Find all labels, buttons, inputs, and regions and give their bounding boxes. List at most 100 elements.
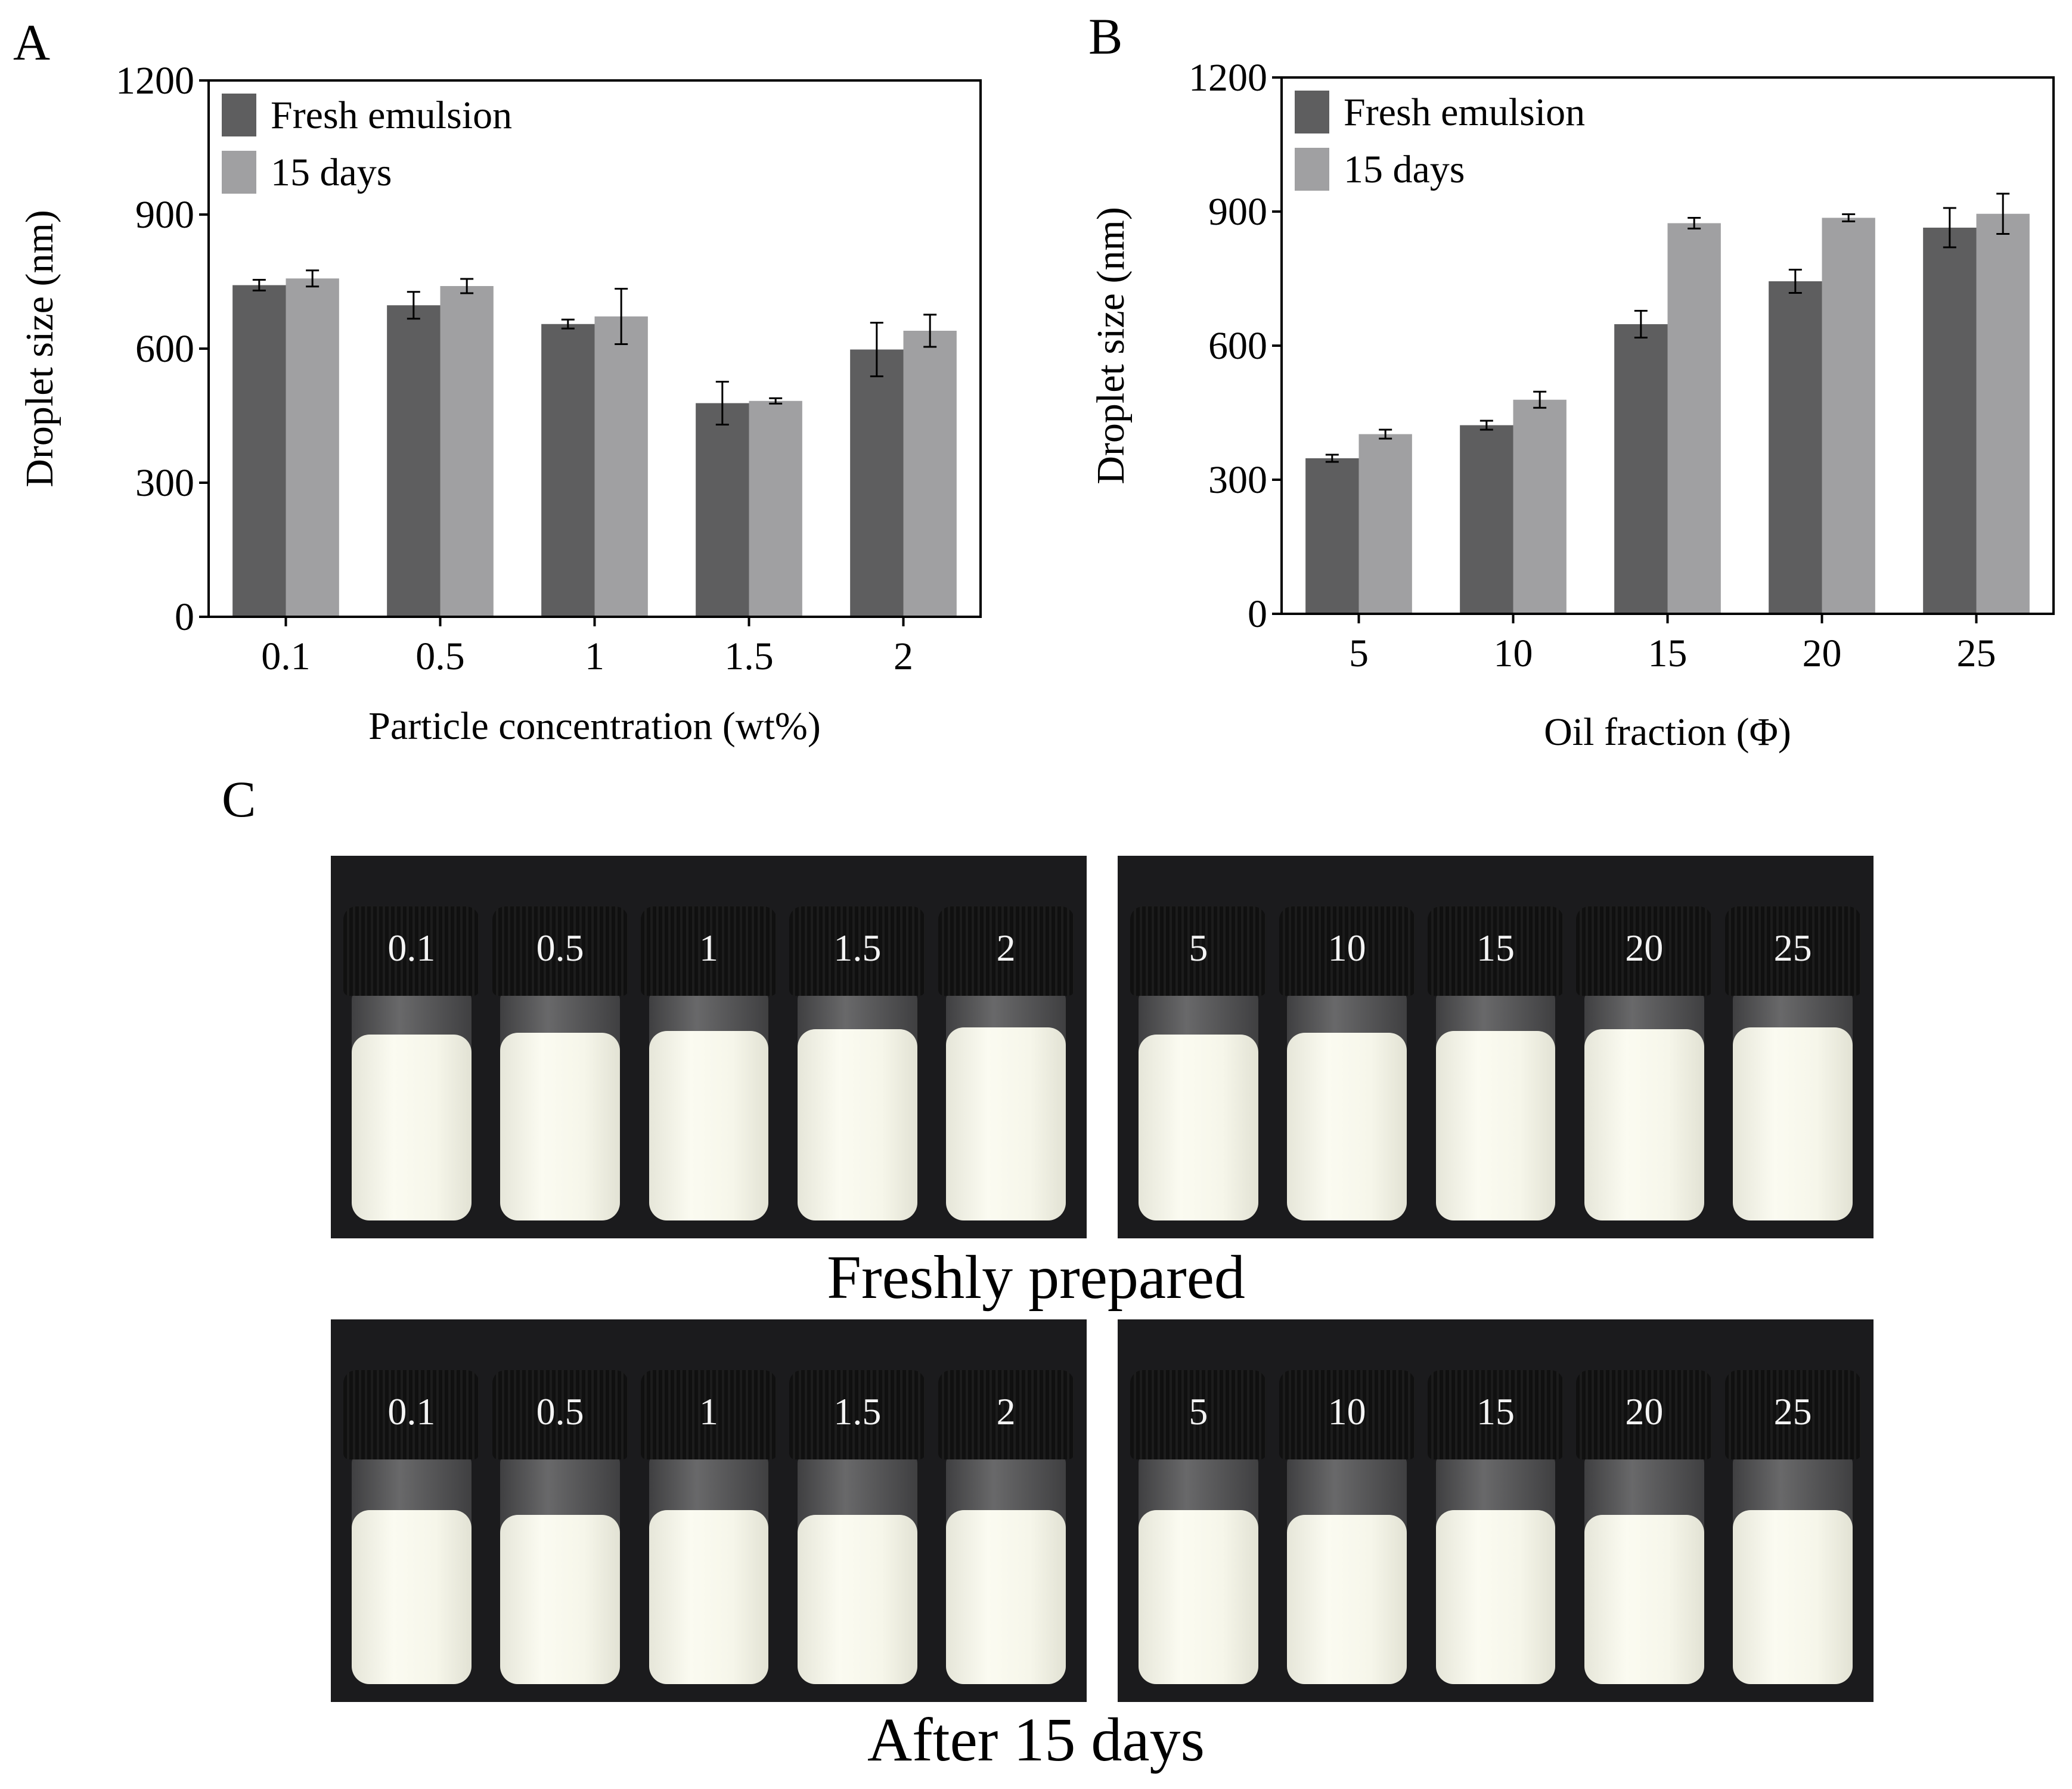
- vial-cap: [1576, 906, 1713, 996]
- vial-glass: [946, 990, 1066, 1220]
- vial: 15: [1428, 1319, 1564, 1702]
- vial-emulsion: [946, 1510, 1066, 1684]
- chart-b-errorbar-15days-2: [1688, 217, 1701, 229]
- photo-after-oil-fraction: 5 10 15 20 25: [1118, 1319, 1874, 1702]
- vial: 2: [938, 1319, 1074, 1702]
- vial-emulsion: [352, 1510, 472, 1684]
- vial-label: 20: [1625, 927, 1664, 969]
- vial: 10: [1279, 856, 1415, 1238]
- vial-emulsion: [352, 1035, 472, 1220]
- vial-label: 15: [1477, 1390, 1515, 1433]
- vial-label: 25: [1773, 927, 1812, 969]
- chart-b-legend-swatch-0: [1295, 91, 1329, 133]
- chart-a-legend-swatch-1: [222, 151, 256, 194]
- caption-after-15-days: After 15 days: [867, 1706, 1205, 1774]
- panel-label-a: A: [13, 14, 51, 71]
- vial-glass: [352, 990, 472, 1220]
- vial-label: 2: [996, 1390, 1016, 1433]
- vial-emulsion: [1584, 1029, 1704, 1220]
- vial-glass: [1139, 1453, 1258, 1684]
- chart-b-ytick-label-0: 0: [1248, 592, 1267, 636]
- photo-fresh-oil-fraction: 5 10 15 20 25: [1118, 856, 1874, 1238]
- chart-a-bar-15days-4: [903, 331, 957, 617]
- chart-a-xtick-label-2: 1: [585, 635, 604, 678]
- chart-b-bar-15days-1: [1513, 399, 1567, 614]
- vial-glass: [649, 990, 769, 1220]
- chart-b-errorbar-15days-0: [1379, 428, 1392, 440]
- vial-emulsion: [1287, 1033, 1407, 1220]
- vial: 25: [1724, 1319, 1861, 1702]
- vial: 2: [938, 856, 1074, 1238]
- chart-b-xtick-label-1: 10: [1494, 632, 1533, 675]
- vial-cap: [789, 906, 926, 996]
- vial-label: 10: [1327, 927, 1366, 969]
- chart-b-bar-15days-0: [1358, 434, 1412, 614]
- vial: 15: [1428, 856, 1564, 1238]
- vial-emulsion: [1435, 1031, 1556, 1220]
- vial-label: 0.1: [387, 927, 436, 969]
- chart-b-bar-15days-4: [1976, 213, 2030, 614]
- vial-emulsion: [500, 1033, 620, 1220]
- vial-label: 1.5: [833, 1390, 882, 1433]
- chart-a-ytick-label-2: 600: [135, 327, 194, 371]
- vial: 0.1: [343, 1319, 480, 1702]
- vial: 20: [1576, 1319, 1713, 1702]
- chart-b-legend-label-0: Fresh emulsion: [1344, 91, 1585, 134]
- chart-a-legend-swatch-0: [222, 94, 256, 136]
- chart-b-errorbar-fresh-4: [1943, 207, 1956, 249]
- vial-emulsion: [649, 1031, 769, 1220]
- chart-a-bar-15days-3: [749, 400, 802, 617]
- vial-emulsion: [649, 1510, 769, 1684]
- chart-b-errorbar-15days-4: [1996, 192, 2010, 235]
- chart-b-bar-15days-2: [1667, 223, 1721, 614]
- vial-glass: [352, 1453, 472, 1684]
- vial: 1: [641, 856, 777, 1238]
- chart-a-legend-label-0: Fresh emulsion: [271, 94, 512, 137]
- vial-emulsion: [798, 1515, 917, 1684]
- vial: 10: [1279, 1319, 1415, 1702]
- vial-glass: [1139, 990, 1258, 1220]
- vial: 1.5: [789, 1319, 926, 1702]
- chart-b-legend-swatch-1: [1295, 148, 1329, 191]
- chart-a-bar-fresh-3: [696, 403, 749, 617]
- chart-b-xtick-label-2: 15: [1648, 632, 1688, 675]
- chart-a-ylabel: Droplet size (nm): [18, 210, 61, 487]
- vial-glass: [1733, 990, 1853, 1220]
- chart-b-ytick-label-2: 600: [1208, 324, 1267, 368]
- vial-glass: [500, 990, 620, 1220]
- vial-glass: [1733, 1453, 1853, 1684]
- vial-glass: [798, 1453, 917, 1684]
- chart-b-bar-15days-3: [1822, 218, 1875, 614]
- vial-emulsion: [1435, 1510, 1556, 1684]
- chart-b-xtick-label-3: 20: [1803, 632, 1842, 675]
- vial: 5: [1130, 856, 1267, 1238]
- chart-a-errorbar-15days-0: [306, 269, 320, 288]
- chart-a-bar-fresh-4: [850, 349, 904, 617]
- chart-a-xtick-label-4: 2: [894, 635, 913, 678]
- chart-a-bar-fresh-1: [387, 305, 441, 617]
- chart-a-bar-fresh-0: [232, 285, 286, 617]
- vial-cap: [789, 1370, 926, 1459]
- photo-fresh-particle-concentration: 0.1 0.5 1 1.5 2: [331, 856, 1087, 1238]
- vial-label: 1.5: [833, 927, 882, 969]
- chart-b-errorbar-15days-1: [1533, 390, 1547, 409]
- vial-cap: [492, 906, 628, 996]
- vial-emulsion: [1139, 1510, 1258, 1684]
- panel-label-b: B: [1088, 8, 1123, 65]
- chart-a-ytick-label-3: 900: [135, 193, 194, 237]
- vial: 1: [641, 1319, 777, 1702]
- chart-a-errorbar-fresh-2: [561, 318, 575, 330]
- vial-emulsion: [1733, 1510, 1853, 1684]
- vial-label: 20: [1625, 1390, 1664, 1433]
- chart-a-ytick-label-1: 300: [135, 461, 194, 505]
- vial-glass: [1584, 1453, 1704, 1684]
- vial-label: 25: [1773, 1390, 1812, 1433]
- chart-b-xlabel: Oil fraction (Φ): [1544, 710, 1791, 754]
- vial-cap: [1130, 1370, 1267, 1459]
- vial-cap: [1576, 1370, 1713, 1459]
- chart-b-errorbar-15days-3: [1842, 213, 1856, 222]
- vial: 20: [1576, 856, 1713, 1238]
- chart-b-errorbar-fresh-2: [1634, 310, 1648, 338]
- vial-label: 0.5: [536, 927, 584, 969]
- vial: 5: [1130, 1319, 1267, 1702]
